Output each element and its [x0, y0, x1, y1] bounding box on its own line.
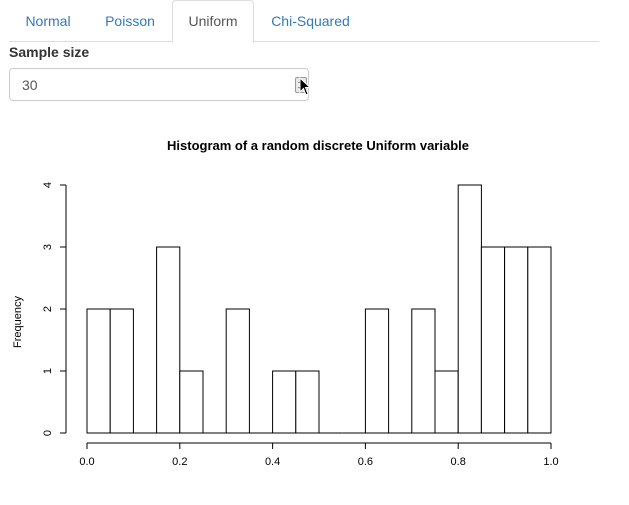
x-axis: 0.0 0.2 0.4 0.6 0.8 1.0	[79, 442, 559, 468]
histogram-bar	[156, 246, 181, 434]
histogram-bar	[225, 308, 250, 434]
histogram-bar	[504, 246, 529, 434]
mouse-pointer-icon	[299, 77, 311, 96]
tab-bar: Normal Poisson Uniform Chi-Squared	[9, 0, 599, 43]
sample-size-field[interactable]	[9, 68, 309, 101]
histogram-bar	[295, 370, 320, 434]
sample-size-label: Sample size	[9, 44, 90, 60]
y-tick-label: 3	[42, 244, 54, 250]
histogram-bar	[86, 308, 111, 434]
chart-title: Histogram of a random discrete Uniform v…	[167, 138, 469, 153]
histogram-chart: Histogram of a random discrete Uniform v…	[12, 138, 559, 468]
y-axis: 0 1 2 3 4	[42, 182, 67, 436]
y-tick-label: 4	[42, 182, 54, 188]
histogram-bar	[457, 184, 482, 434]
x-tick-label: 0.2	[172, 456, 187, 468]
histogram-bar	[109, 308, 134, 434]
y-tick-label: 1	[42, 368, 54, 374]
x-tick-label: 0.8	[451, 456, 466, 468]
sample-size-input[interactable]	[10, 69, 290, 100]
y-tick-label: 2	[42, 306, 54, 312]
x-tick-label: 0.0	[79, 456, 94, 468]
histogram-bar	[411, 308, 436, 434]
histogram-bar	[272, 370, 297, 434]
tab-chi-squared[interactable]: Chi-Squared	[271, 13, 350, 29]
histogram-bar	[179, 370, 204, 434]
histogram-bar	[480, 246, 506, 434]
y-axis-label: Frequency	[12, 296, 24, 348]
histogram-bar	[364, 308, 390, 434]
histogram-bar	[434, 370, 459, 434]
tab-poisson[interactable]: Poisson	[105, 13, 155, 29]
bars-group	[86, 184, 552, 434]
x-tick-label: 0.6	[358, 456, 373, 468]
x-tick-label: 1.0	[543, 456, 558, 468]
x-tick-label: 0.4	[265, 456, 280, 468]
y-tick-label: 0	[42, 430, 54, 436]
tab-normal[interactable]: Normal	[25, 13, 71, 29]
histogram-bar	[527, 246, 552, 434]
tab-uniform[interactable]: Uniform	[172, 0, 254, 43]
